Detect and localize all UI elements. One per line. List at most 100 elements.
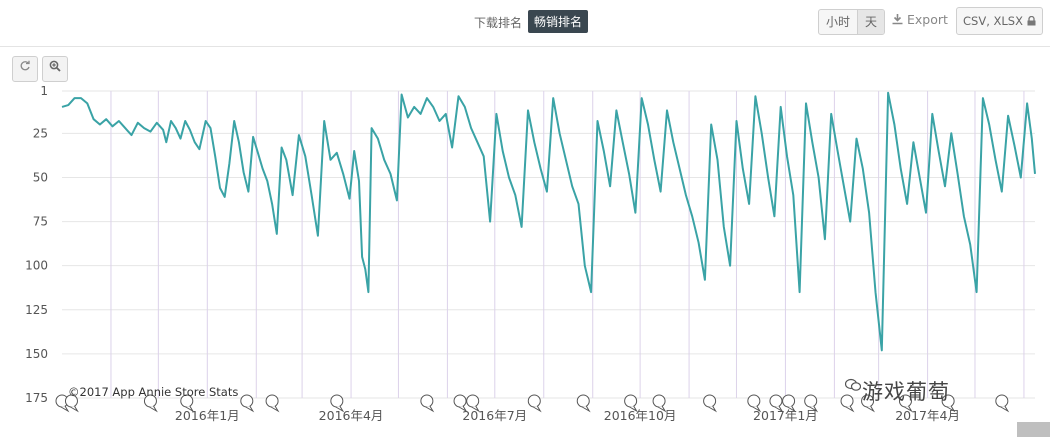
y-tick-label: 175: [25, 391, 48, 405]
event-marker-bubble: [804, 394, 818, 408]
event-marker-tail: [708, 405, 718, 413]
event-marker-icon: [265, 394, 280, 413]
reset-button[interactable]: [12, 56, 38, 82]
x-tick-label: 2017年4月: [895, 408, 960, 423]
zoom-icon: [49, 60, 61, 72]
event-marker-icon: [64, 394, 79, 413]
tab-downloads-rank[interactable]: 下载排名: [474, 16, 523, 30]
event-marker-icon: [747, 394, 762, 413]
event-marker-tail: [866, 405, 875, 413]
event-marker-icon: [453, 394, 468, 413]
event-marker-bubble: [330, 394, 344, 408]
event-marker-icon: [995, 394, 1010, 413]
event-marker-bubble: [769, 394, 783, 408]
corner-tab: [1017, 422, 1050, 437]
y-tick-label: 75: [33, 215, 48, 229]
granularity-toggle: 小时 天: [818, 9, 886, 35]
event-marker-icon: [804, 394, 819, 413]
event-marker-icon: [703, 394, 718, 413]
event-marker-icon: [527, 394, 542, 413]
event-marker-icon: [180, 394, 195, 413]
event-marker-icon: [782, 394, 797, 413]
x-tick-label: 2017年1月: [753, 408, 818, 423]
event-marker-tail: [752, 405, 762, 413]
event-marker-tail: [270, 405, 280, 413]
y-tick-label: 150: [25, 347, 48, 361]
toolbar-divider: [0, 46, 1050, 47]
zoom-button[interactable]: [42, 56, 68, 82]
copyright-text: ©2017 App Annie Store Stats: [68, 385, 239, 399]
event-marker-bubble: [265, 394, 279, 408]
event-marker-tail: [149, 405, 158, 413]
event-marker-bubble: [747, 394, 761, 408]
event-marker-icon: [840, 394, 855, 413]
event-marker-tail: [1000, 405, 1010, 413]
event-marker-icon: [624, 394, 639, 413]
event-marker-bubble: [420, 394, 434, 408]
event-marker-icon: [941, 394, 956, 413]
wechat-icon: [845, 378, 861, 391]
event-marker-tail: [845, 405, 855, 413]
export-label: Export: [906, 12, 948, 27]
event-marker-tail: [629, 405, 639, 413]
event-marker-icon: [769, 394, 784, 413]
export-button[interactable]: Export: [892, 12, 948, 27]
event-marker-tail: [809, 405, 819, 413]
x-tick-label: 2016年4月: [319, 408, 384, 423]
y-tick-label: 100: [25, 259, 48, 273]
watermark-text: 游戏葡萄: [862, 380, 950, 404]
x-tick-label: 2016年10月: [604, 408, 677, 423]
x-tick-label: 2016年1月: [175, 408, 240, 423]
tab-grossing-rank[interactable]: 畅销排名: [528, 10, 589, 33]
event-marker-tail: [533, 405, 542, 413]
event-marker-bubble: [652, 394, 666, 408]
event-marker-tail: [471, 405, 481, 413]
y-tick-label: 25: [33, 126, 48, 140]
event-marker-icon: [420, 394, 435, 413]
y-tick-label: 50: [33, 170, 48, 184]
event-marker-icon: [861, 394, 875, 413]
event-marker-tail: [425, 405, 435, 413]
event-marker-tail: [60, 405, 70, 413]
event-marker-icon: [330, 394, 345, 413]
event-marker-tail: [70, 405, 79, 413]
event-marker-bubble: [624, 394, 638, 408]
day-button[interactable]: 天: [858, 10, 885, 34]
csv-xlsx-button[interactable]: CSV, XLSX: [956, 7, 1043, 35]
event-marker-bubble: [995, 394, 1009, 408]
event-marker-icon: [576, 394, 591, 413]
event-marker-bubble: [240, 394, 254, 408]
event-marker-bubble: [527, 394, 541, 408]
reset-icon: [20, 60, 30, 71]
event-marker-tail: [787, 405, 797, 413]
hour-button[interactable]: 小时: [819, 10, 859, 34]
x-tick-label: 2016年7月: [462, 408, 527, 423]
toolbar: 下载排名 畅销排名 小时 天 Export CSV, XLSX: [0, 0, 1050, 46]
event-marker-tail: [245, 405, 255, 413]
event-marker-bubble: [703, 394, 717, 408]
event-marker-icon: [466, 394, 481, 413]
csv-xlsx-label: CSV, XLSX: [963, 14, 1023, 28]
event-marker-icon: [55, 394, 70, 413]
event-marker-tail: [657, 405, 667, 413]
event-marker-bubble: [466, 394, 480, 408]
event-marker-bubble: [576, 394, 590, 408]
download-icon: [892, 14, 903, 25]
event-marker-bubble: [840, 394, 854, 408]
event-marker-bubble: [453, 394, 467, 408]
event-marker-tail: [335, 405, 345, 413]
event-marker-tail: [185, 405, 195, 413]
event-marker-icon: [652, 394, 667, 413]
y-tick-label: 125: [25, 303, 48, 317]
y-tick-label: 1: [40, 84, 48, 98]
event-marker-tail: [582, 405, 591, 413]
event-marker-bubble: [782, 394, 796, 408]
series-line: [61, 91, 1036, 352]
event-marker-tail: [774, 405, 784, 413]
event-marker-icon: [898, 394, 913, 413]
event-marker-icon: [143, 394, 158, 413]
lock-icon: [1027, 15, 1036, 26]
event-marker-tail: [946, 405, 956, 413]
event-marker-tail: [458, 405, 468, 413]
